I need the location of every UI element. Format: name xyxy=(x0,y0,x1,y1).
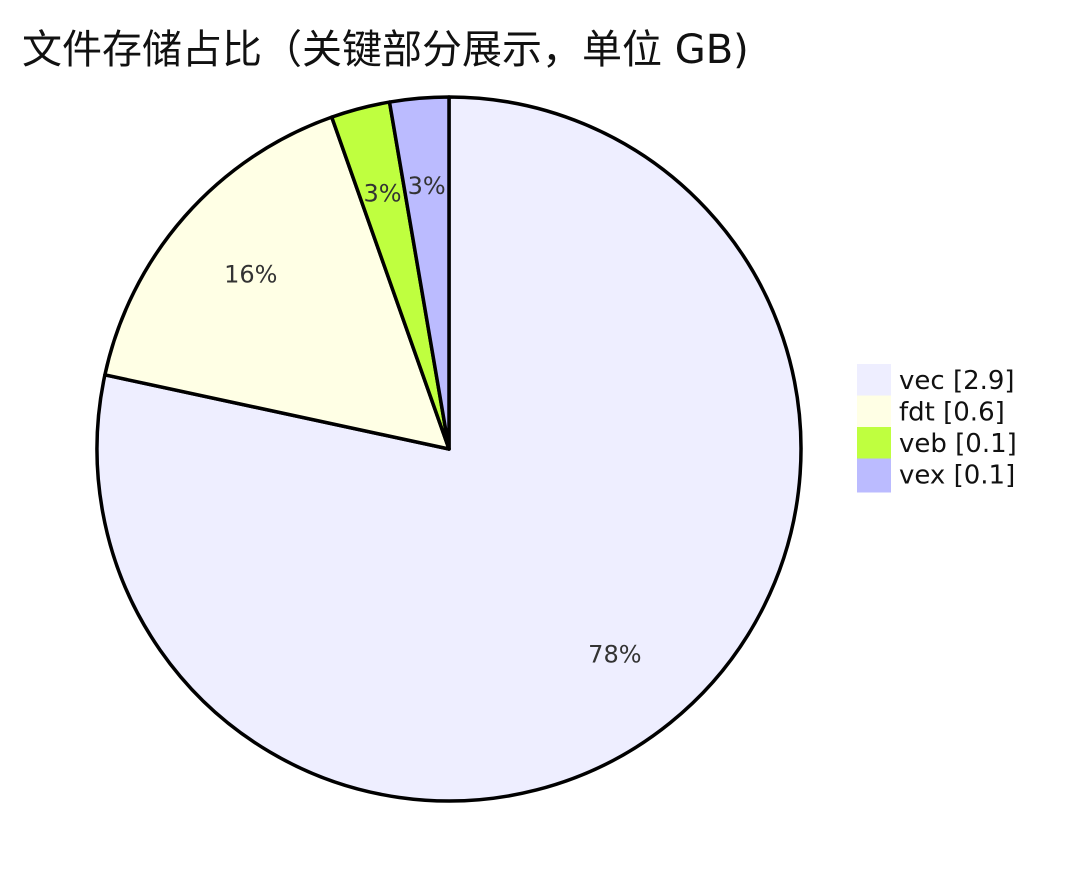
legend-label-fdt: fdt [0.6] xyxy=(899,398,1005,428)
legend-label-vec: vec [2.9] xyxy=(899,366,1015,396)
legend-label-veb: veb [0.1] xyxy=(899,429,1017,459)
pie-slice-labels: 78% 16% 3% 3% xyxy=(224,172,641,668)
legend-swatch-veb xyxy=(857,427,891,461)
legend-swatch-vex xyxy=(857,458,891,493)
slice-label-veb: 3% xyxy=(363,180,401,208)
legend-label-vex: vex [0.1] xyxy=(899,461,1015,491)
pie-slice-vex xyxy=(387,95,451,451)
legend-swatch-vec xyxy=(857,364,891,398)
pie-slices xyxy=(95,95,803,803)
pie-slice-fdt xyxy=(103,115,451,451)
chart-title: 文件存储占比（关键部分展示，单位 GB) xyxy=(22,27,749,73)
legend: vec [2.9]fdt [0.6]veb [0.1]vex [0.1] xyxy=(857,364,1017,493)
legend-swatch-fdt xyxy=(857,395,891,430)
slice-label-vex: 3% xyxy=(408,172,446,200)
slice-label-fdt: 16% xyxy=(224,261,277,289)
slice-label-vec: 78% xyxy=(588,640,641,668)
pie-slice-vec xyxy=(95,95,803,803)
